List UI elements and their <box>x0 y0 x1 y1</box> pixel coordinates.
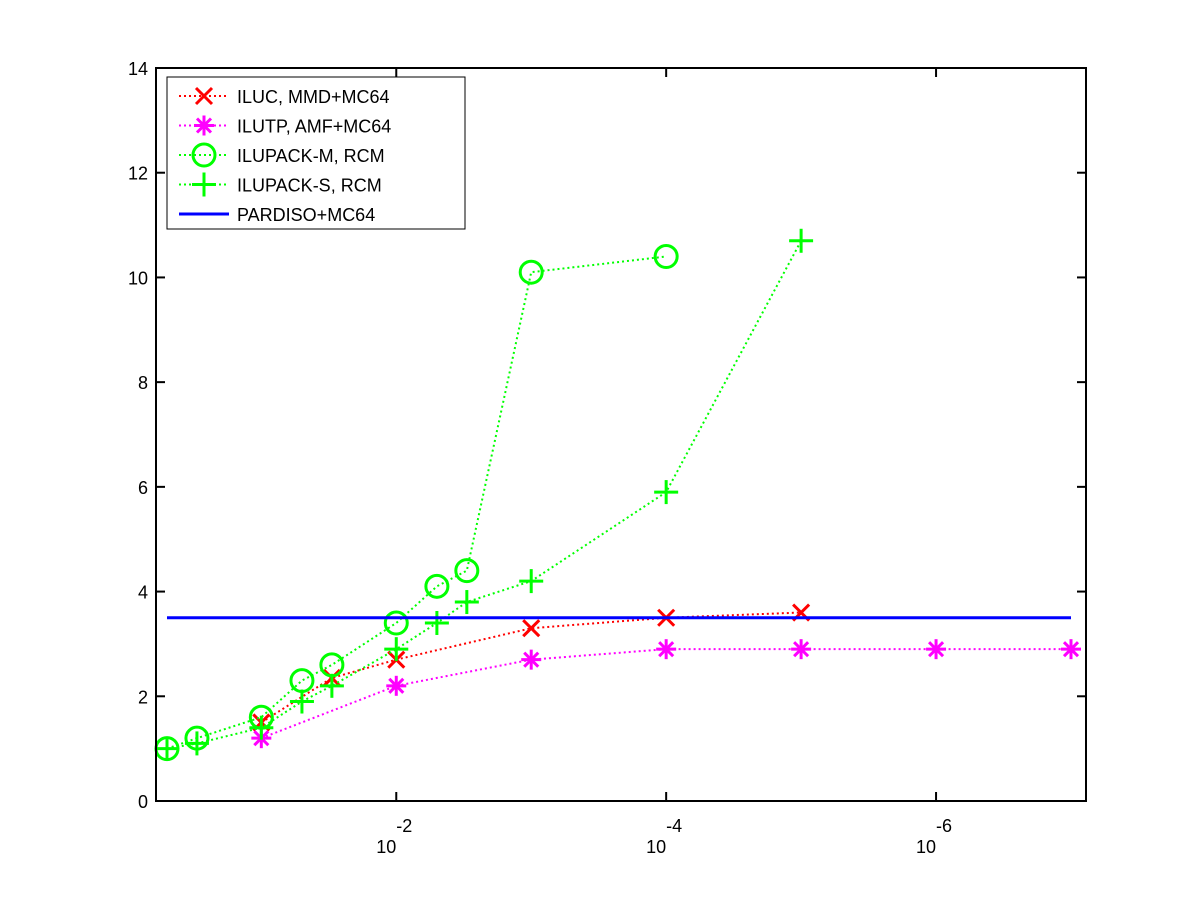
x-tick-label-base-1: 10 <box>646 837 666 857</box>
legend-item-1: ILUTP, AMF+MC64 <box>179 115 391 137</box>
data-point-3-3 <box>289 689 314 714</box>
y-tick-label-0: 0 <box>138 792 148 812</box>
legend-label-2: ILUPACK-M, RCM <box>237 146 385 166</box>
y-tick-label-3: 6 <box>138 478 148 498</box>
data-point-3-2 <box>249 715 274 740</box>
data-point-2-6 <box>424 573 450 599</box>
legend-marker-3 <box>192 172 216 197</box>
data-point-2-9 <box>653 243 679 269</box>
data-point-1-1 <box>386 675 407 696</box>
data-point-3-0 <box>155 736 179 761</box>
legend-label-1: ILUTP, AMF+MC64 <box>237 117 391 137</box>
legend-marker-0 <box>194 86 214 106</box>
series-3 <box>155 228 814 761</box>
legend-item-4: PARDISO+MC64 <box>179 205 375 225</box>
series-2 <box>154 243 679 762</box>
data-point-3-1 <box>184 731 209 756</box>
x-tick-label-base-2: 10 <box>916 837 936 857</box>
legend-item-2: ILUPACK-M, RCM <box>179 142 385 168</box>
data-point-2-5 <box>383 610 409 636</box>
data-point-2-8 <box>518 259 544 285</box>
data-point-3-4 <box>319 673 344 698</box>
axes-frame <box>155 67 1087 802</box>
legend-box <box>166 76 466 230</box>
x-tick-label-exponent-2: -6 <box>936 816 952 836</box>
series-line-2 <box>166 255 667 750</box>
data-point-1-5 <box>926 639 947 660</box>
data-point-3-6 <box>424 610 449 635</box>
series-layer <box>154 228 1081 762</box>
y-tick-label-7: 14 <box>128 59 148 79</box>
data-point-3-8 <box>519 569 544 594</box>
data-point-3-9 <box>654 480 679 505</box>
data-point-1-2 <box>521 649 542 670</box>
legend-item-3: ILUPACK-S, RCM <box>179 172 382 197</box>
data-point-2-7 <box>454 558 480 584</box>
data-point-0-3 <box>522 619 541 638</box>
x-tick-label-exponent-0: -2 <box>396 816 412 836</box>
y-tick-label-2: 4 <box>138 583 148 603</box>
y-tick-label-5: 10 <box>128 268 148 288</box>
data-point-1-6 <box>1061 639 1081 660</box>
x-tick-label-exponent-1: -4 <box>666 816 682 836</box>
data-point-3-5 <box>384 637 409 662</box>
x-tick-label-base-0: 10 <box>376 837 396 857</box>
data-point-1-4 <box>791 639 812 660</box>
legend-marker-2 <box>191 142 217 168</box>
y-tick-label-6: 12 <box>128 164 148 184</box>
data-point-1-3 <box>656 639 677 660</box>
y-tick-label-4: 8 <box>138 373 148 393</box>
data-point-3-10 <box>789 228 814 253</box>
legend-label-0: ILUC, MMD+MC64 <box>237 87 390 107</box>
data-point-3-7 <box>454 590 479 615</box>
y-tick-label-1: 2 <box>138 687 148 707</box>
legend-label-4: PARDISO+MC64 <box>237 205 375 225</box>
legend-item-0: ILUC, MMD+MC64 <box>179 86 390 107</box>
legend-label-3: ILUPACK-S, RCM <box>237 176 382 196</box>
legend: ILUC, MMD+MC64 ILUTP, AMF+MC64 ILUPACK-M, … <box>166 76 466 230</box>
legend-marker-1 <box>194 115 214 136</box>
